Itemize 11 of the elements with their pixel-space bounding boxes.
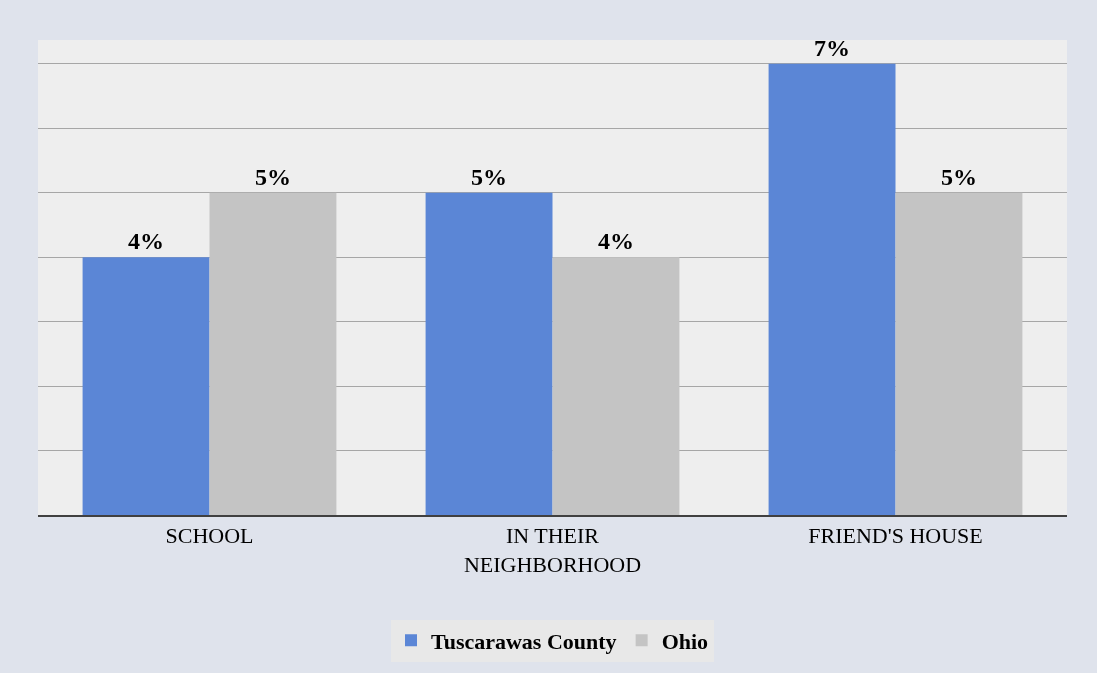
legend-label: Ohio xyxy=(661,628,709,654)
data-label: 5% xyxy=(254,163,291,190)
x-tick-label: IN THEIR NEIGHBORHOOD xyxy=(463,523,642,577)
x-tick-label: FRIEND'S HOUSE xyxy=(808,523,983,549)
legend-label: Tuscarawas County xyxy=(431,628,617,654)
x-tick-label: SCHOOL xyxy=(165,523,254,549)
data-label: 4% xyxy=(597,228,634,255)
data-label: 7% xyxy=(814,34,851,61)
data-label: 4% xyxy=(128,228,165,255)
data-label: 5% xyxy=(940,163,977,190)
data-label: 5% xyxy=(471,163,508,190)
